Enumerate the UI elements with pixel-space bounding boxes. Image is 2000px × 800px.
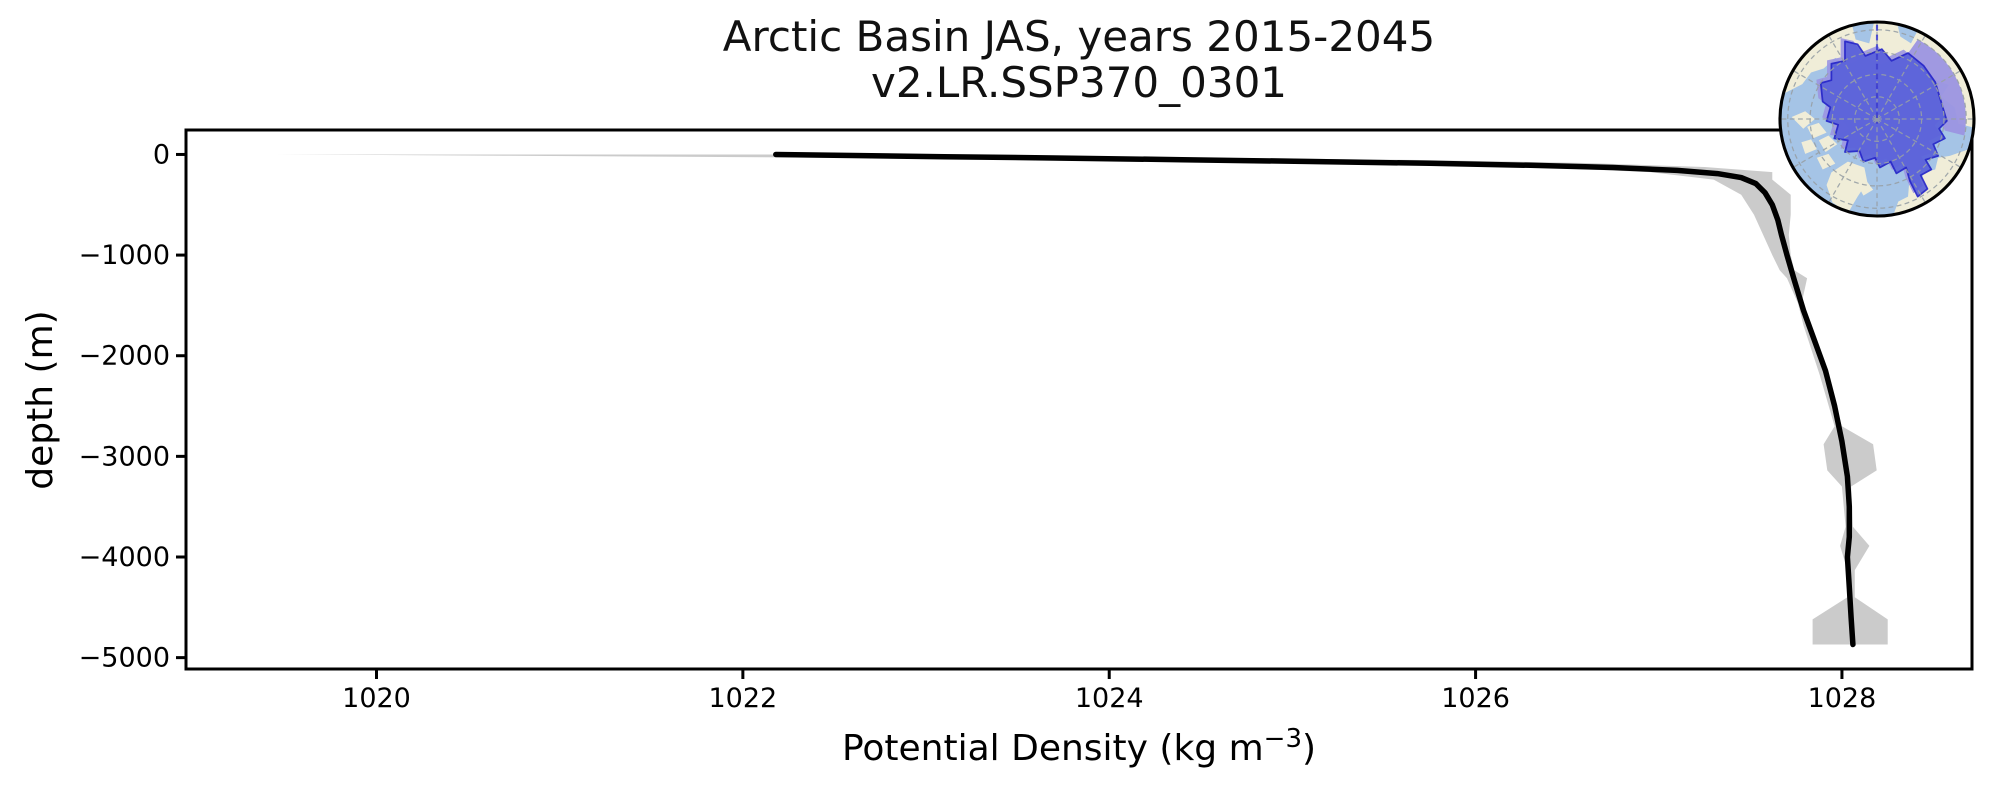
x-tick-label: 1022	[709, 683, 778, 714]
y-axis-label: depth (m)	[20, 310, 61, 489]
y-tick-label: −3000	[79, 441, 170, 472]
map-content	[1780, 22, 1974, 216]
axes: 1020 1022 1024 1026 1028 0 −1000 −2000 −3000 −400…	[79, 128, 1974, 714]
arctic-basin-region	[1819, 40, 1948, 198]
latitude-circle	[1787, 29, 1967, 209]
axes-box	[184, 128, 1974, 671]
x-tick-label: 1020	[342, 683, 411, 714]
landmass	[1826, 161, 1868, 214]
x-tick-label: 1024	[1075, 683, 1144, 714]
density-profile-line	[773, 151, 1856, 648]
x-axis: 1020 1022 1024 1026 1028	[342, 669, 1876, 714]
y-axis: 0 −1000 −2000 −3000 −4000 −5000	[79, 139, 186, 674]
y-tick-label: −2000	[79, 341, 170, 372]
landmass	[1893, 149, 1970, 215]
uncertainty-envelope	[275, 154, 1888, 645]
landmass	[1857, 182, 1874, 196]
inset-map	[1778, 20, 1976, 218]
y-tick-label: 0	[153, 139, 170, 170]
mean-profile-path	[773, 151, 1856, 648]
y-tick-label: −1000	[79, 240, 170, 271]
map-globe	[1778, 20, 1976, 218]
map-border	[1778, 20, 1976, 218]
chart-subtitle: v2.LR.SSP370_0301	[870, 58, 1288, 107]
chart-title: Arctic Basin JAS, years 2015-2045	[722, 12, 1436, 61]
latitude-circle	[1854, 96, 1900, 142]
x-tick-label: 1026	[1441, 683, 1510, 714]
spread-band	[275, 154, 1888, 645]
x-axis-label: Potential Density (kg m−3)	[842, 724, 1316, 769]
y-tick-label: −4000	[79, 542, 170, 573]
y-tick-label: −5000	[79, 643, 170, 674]
x-tick-label: 1028	[1808, 683, 1877, 714]
